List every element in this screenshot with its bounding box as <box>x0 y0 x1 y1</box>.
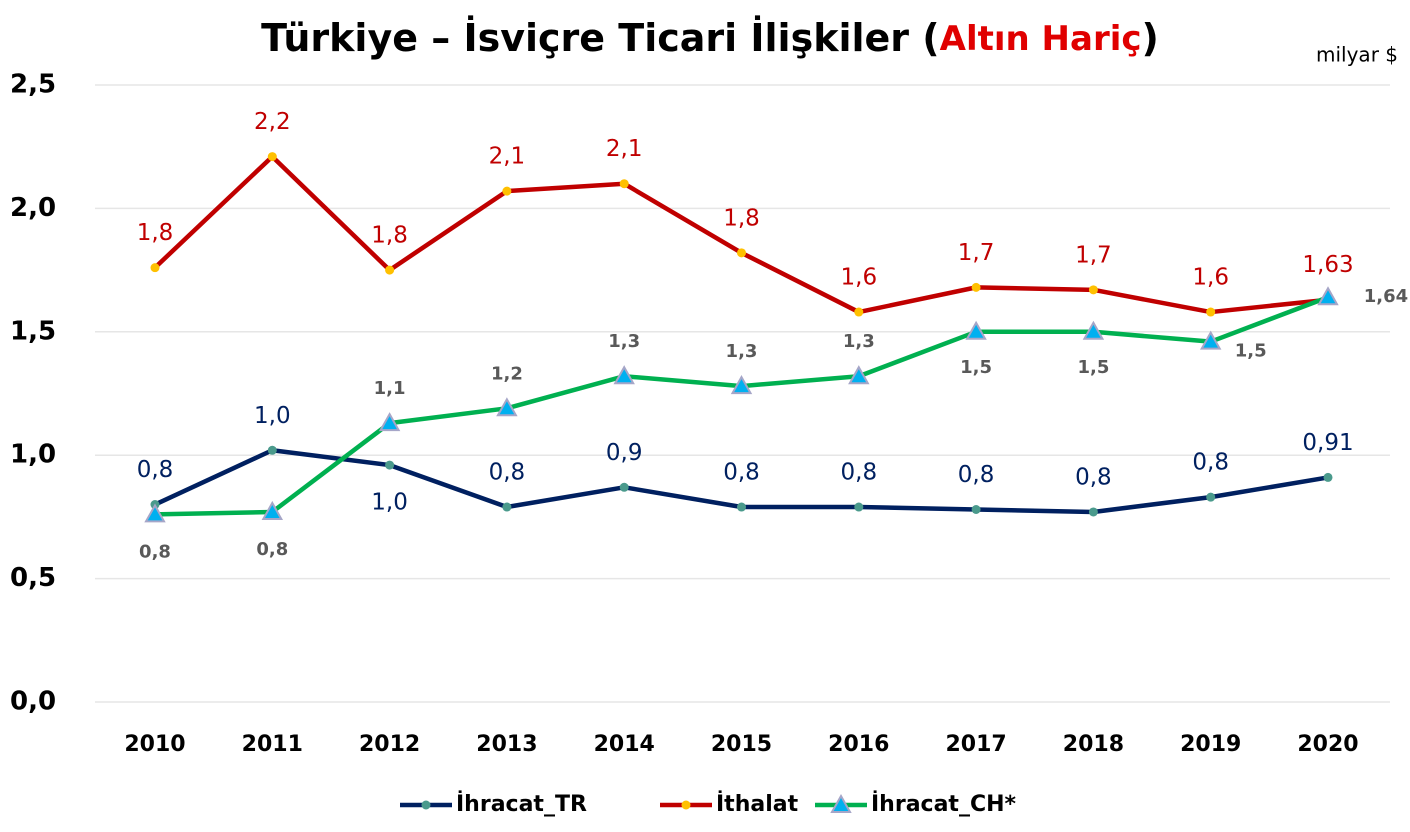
data-label: 1,8 <box>137 220 174 246</box>
y-tick-label: 0,5 <box>10 563 56 593</box>
marker <box>1317 286 1339 306</box>
marker <box>144 503 166 523</box>
marker <box>737 248 746 258</box>
title-paren: ( <box>922 16 939 60</box>
marker <box>613 365 635 385</box>
data-label: 1,5 <box>1077 357 1109 378</box>
title-highlight: Altın Hariç <box>940 19 1142 59</box>
marker <box>1206 307 1216 317</box>
data-label: 1,5 <box>1235 341 1267 362</box>
data-label: 1,3 <box>608 331 640 352</box>
legend-label: İhracat_TR <box>456 791 587 817</box>
data-label: 0,91 <box>1302 430 1353 456</box>
marker <box>1082 320 1105 340</box>
data-label: 0,8 <box>1075 464 1112 490</box>
marker <box>854 307 864 317</box>
data-label: 0,8 <box>958 462 995 488</box>
data-label: 1,0 <box>254 403 291 429</box>
data-label: 1,5 <box>960 357 992 378</box>
marker <box>971 282 981 292</box>
data-label: 1,8 <box>371 223 408 249</box>
data-label: 1,8 <box>723 205 760 231</box>
title-main: Türkiye – İsviçre Ticari İlişkiler <box>261 16 909 60</box>
data-label: 0,8 <box>1192 450 1229 476</box>
marker <box>1199 330 1222 350</box>
data-label: 0,8 <box>723 460 760 486</box>
series-line <box>153 154 1329 315</box>
y-tick-label: 2,5 <box>10 70 56 100</box>
data-label: 1,6 <box>841 265 878 291</box>
marker <box>502 502 512 512</box>
data-label: 2,1 <box>606 136 643 162</box>
data-label: 1,2 <box>491 363 523 384</box>
data-label: 1,1 <box>374 378 406 399</box>
x-tick-label: 2018 <box>1063 732 1124 757</box>
x-tick-label: 2020 <box>1297 732 1358 757</box>
x-tick-label: 2012 <box>359 732 420 757</box>
data-label: 1,3 <box>726 341 758 362</box>
x-tick-label: 2016 <box>828 732 889 757</box>
y-tick-label: 1,5 <box>10 316 56 346</box>
title-paren: ) <box>1142 16 1159 60</box>
data-label: 2,1 <box>489 144 526 170</box>
marker <box>150 263 160 273</box>
marker <box>1206 492 1216 502</box>
data-label: 1,6 <box>1192 265 1229 291</box>
data-label: 0,8 <box>139 541 171 562</box>
marker <box>619 482 629 492</box>
y-tick-label: 2,0 <box>10 193 56 223</box>
x-tick-label: 2013 <box>476 732 537 757</box>
x-tick-label: 2015 <box>711 732 772 757</box>
marker <box>502 186 512 196</box>
marker <box>385 460 395 470</box>
data-label: 1,63 <box>1302 252 1353 278</box>
x-tick-label: 2011 <box>242 732 303 757</box>
data-label: 0,8 <box>489 460 526 486</box>
legend-marker <box>681 800 691 810</box>
data-label: 2,2 <box>254 109 291 135</box>
data-label: 1,0 <box>371 490 408 516</box>
marker <box>1323 472 1333 482</box>
marker <box>1088 507 1098 517</box>
marker <box>619 179 629 189</box>
legend-label: İhracat_CH* <box>871 791 1017 817</box>
marker <box>965 320 987 340</box>
y-tick-label: 1,0 <box>10 440 56 470</box>
marker <box>267 152 277 162</box>
data-label: 1,7 <box>958 240 995 266</box>
x-tick-label: 2010 <box>124 732 185 757</box>
x-tick-label: 2014 <box>594 732 655 757</box>
marker <box>496 397 518 417</box>
marker <box>848 365 870 385</box>
unit-label: milyar $ <box>1316 43 1398 67</box>
marker <box>261 500 284 520</box>
data-label: 1,3 <box>843 331 875 352</box>
data-label: 0,8 <box>256 539 288 560</box>
data-label: 1,7 <box>1075 242 1112 268</box>
y-tick-label: 0,0 <box>10 687 56 717</box>
legend-marker <box>830 793 852 813</box>
data-label: 0,9 <box>606 440 643 466</box>
marker <box>267 445 277 455</box>
marker <box>730 375 753 395</box>
marker <box>737 502 746 512</box>
x-tick-label: 2019 <box>1180 732 1241 757</box>
data-label: 0,8 <box>841 460 878 486</box>
legend-label: İthalat <box>716 791 799 817</box>
marker <box>854 502 864 512</box>
legend-marker <box>421 800 431 810</box>
marker <box>385 265 395 275</box>
chart-title: Türkiye – İsviçre Ticari İlişkiler (Altı… <box>261 16 1159 60</box>
x-tick-label: 2017 <box>945 732 1006 757</box>
data-label: 0,8 <box>137 457 174 483</box>
data-label: 1,64 <box>1364 286 1408 307</box>
marker <box>971 504 981 514</box>
marker <box>378 412 401 432</box>
marker <box>1088 285 1098 295</box>
